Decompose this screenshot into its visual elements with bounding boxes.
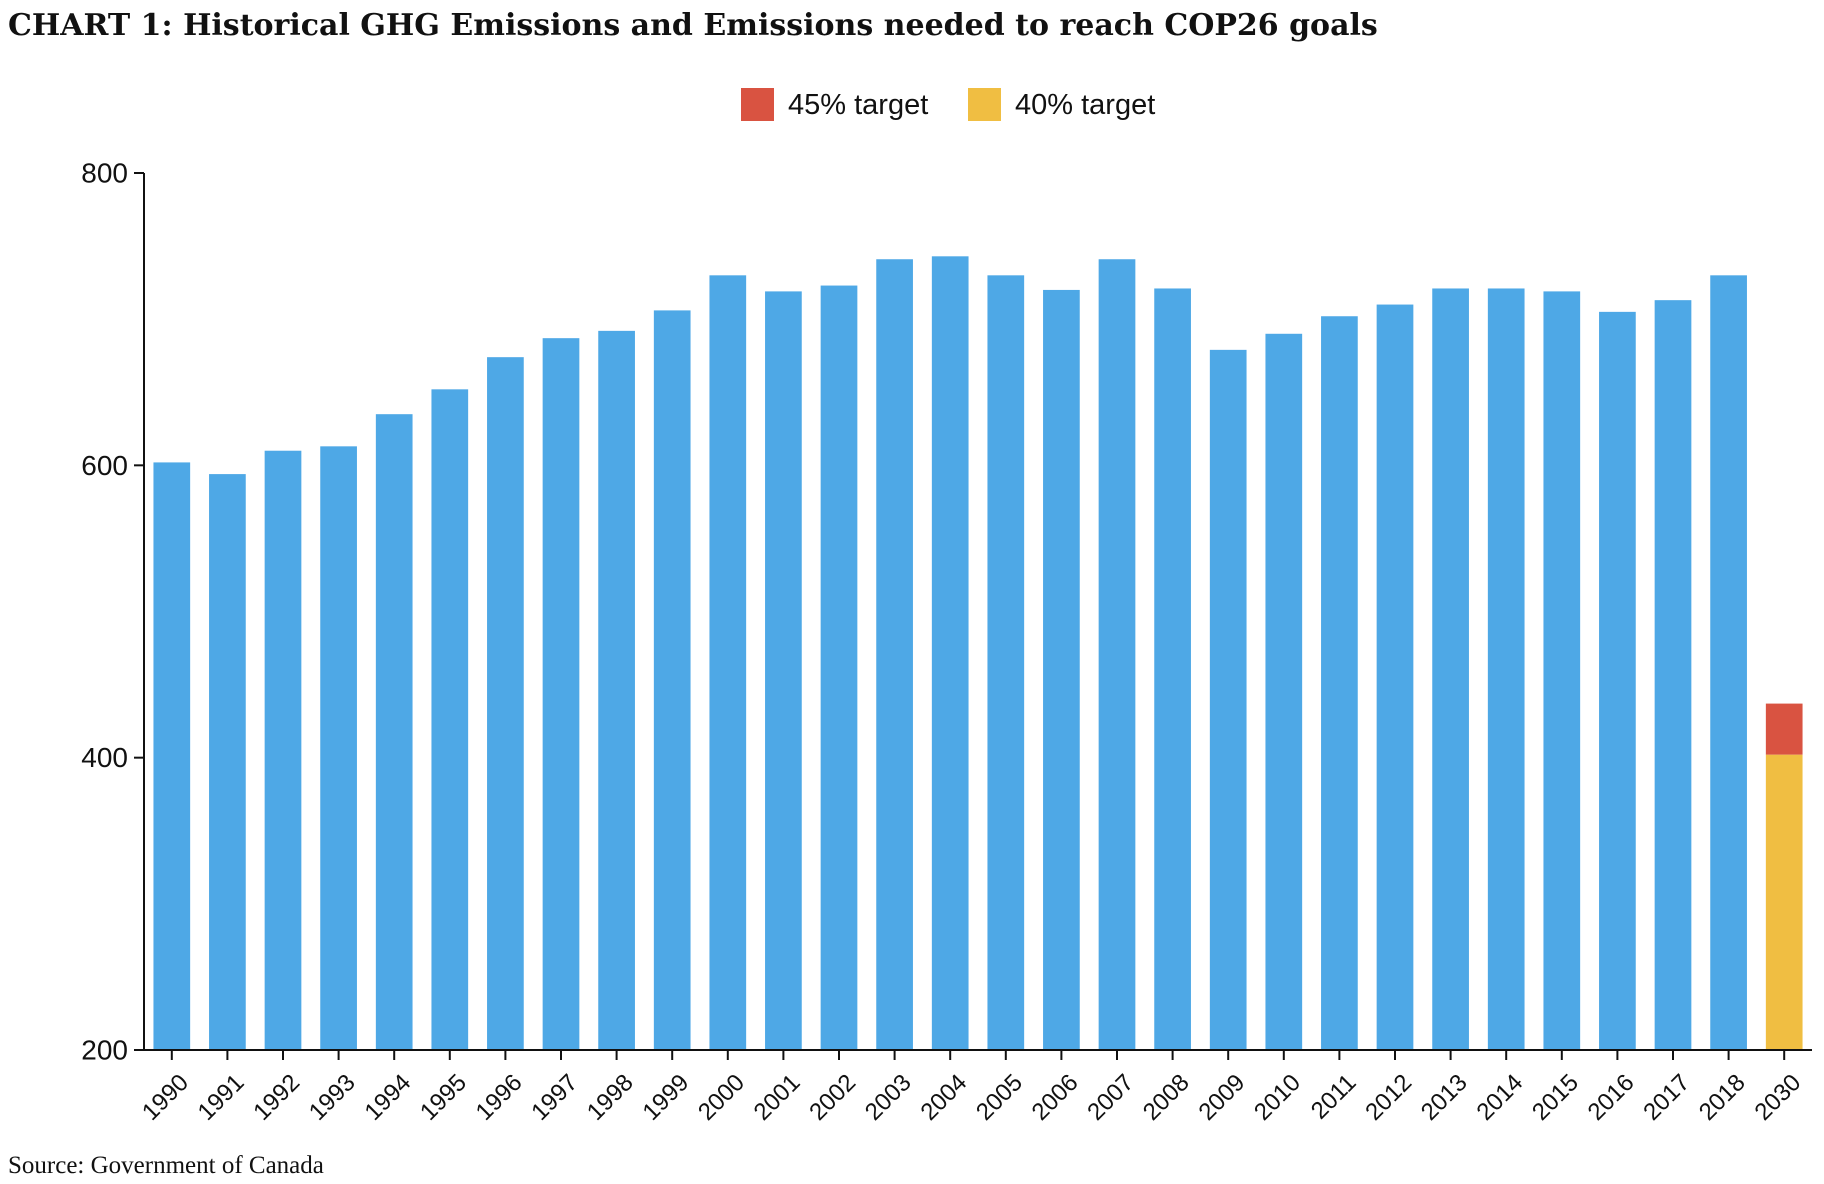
chart-source: Source: Government of Canada [8, 1152, 324, 1179]
x-tick-label-1991: 1991 [193, 1069, 250, 1126]
legend: 45% target 40% target [741, 88, 1155, 121]
bar-2012 [1376, 304, 1414, 1050]
bars-group [153, 256, 1803, 1051]
bar-2014 [1487, 288, 1525, 1051]
bar-1998 [598, 330, 635, 1050]
x-tick-label-1998: 1998 [582, 1069, 639, 1126]
x-tick-label-1996: 1996 [471, 1069, 528, 1126]
bar-1994 [375, 414, 413, 1050]
x-tick-label-2017: 2017 [1638, 1069, 1695, 1126]
x-tick-label-2018: 2018 [1694, 1069, 1751, 1126]
bar-2030-45-target [1765, 703, 1803, 755]
x-tick-label-2001: 2001 [749, 1069, 806, 1126]
x-tick-label-2009: 2009 [1193, 1069, 1250, 1126]
bar-2007 [1098, 259, 1136, 1050]
x-tick-label-1992: 1992 [248, 1069, 305, 1126]
bar-1992 [264, 450, 302, 1051]
x-tick-label-2008: 2008 [1138, 1069, 1195, 1126]
bar-2006 [1043, 289, 1080, 1050]
x-tick-label-2007: 2007 [1082, 1069, 1139, 1126]
y-tick-label-400: 400 [81, 742, 128, 773]
bar-2001 [765, 291, 802, 1050]
legend-swatch-45-target [741, 88, 774, 121]
bar-2002 [820, 285, 858, 1050]
bar-2030-40-target [1765, 754, 1803, 1050]
bar-2013 [1432, 288, 1469, 1051]
x-tick-label-2030: 2030 [1749, 1069, 1806, 1126]
x-tick-label-2014: 2014 [1471, 1069, 1528, 1126]
legend-label-40-target: 40% target [1015, 89, 1155, 121]
x-tick-label-2015: 2015 [1527, 1069, 1584, 1126]
bar-2016 [1599, 311, 1636, 1050]
y-tick-label-800: 800 [81, 158, 128, 189]
x-tick-label-2006: 2006 [1027, 1069, 1084, 1126]
bar-2011 [1321, 316, 1358, 1050]
bar-2010 [1265, 333, 1303, 1050]
x-tick-label-2000: 2000 [693, 1069, 750, 1126]
x-tick-label-1997: 1997 [526, 1069, 583, 1126]
chart-title: CHART 1: Historical GHG Emissions and Em… [8, 8, 1378, 43]
x-tick-label-2003: 2003 [860, 1069, 917, 1126]
bar-2000 [709, 275, 747, 1050]
x-tick-label-2005: 2005 [971, 1069, 1028, 1126]
x-tick-label-2010: 2010 [1249, 1069, 1306, 1126]
bar-1991 [209, 474, 246, 1051]
x-tick-label-2016: 2016 [1583, 1069, 1640, 1126]
bar-2018 [1710, 275, 1747, 1050]
x-tick-label-1995: 1995 [415, 1069, 472, 1126]
x-tick-label-2011: 2011 [1306, 1069, 1362, 1125]
legend-swatch-40-target [968, 88, 1001, 121]
x-tick-label-1994: 1994 [359, 1069, 416, 1126]
bar-1996 [487, 357, 524, 1050]
bar-2015 [1543, 291, 1581, 1050]
x-tick-label-1990: 1990 [137, 1069, 194, 1126]
x-tick-label-2012: 2012 [1360, 1069, 1417, 1126]
bar-1995 [431, 389, 469, 1051]
y-tick-label-200: 200 [81, 1035, 128, 1066]
bar-2004 [931, 256, 969, 1050]
bar-2009 [1209, 349, 1247, 1050]
bar-1997 [542, 338, 580, 1050]
x-tick-label-2004: 2004 [915, 1069, 972, 1126]
legend-label-45-target: 45% target [788, 89, 928, 121]
x-tick-label-2013: 2013 [1416, 1069, 1473, 1126]
bar-2003 [876, 259, 913, 1050]
x-tick-label-1993: 1993 [304, 1069, 361, 1126]
bar-2017 [1654, 300, 1692, 1050]
bar-1993 [320, 446, 357, 1051]
x-tick-label-1999: 1999 [637, 1069, 694, 1126]
y-tick-label-600: 600 [81, 450, 128, 481]
bar-1990 [153, 462, 191, 1050]
bar-2005 [987, 275, 1025, 1050]
bar-1999 [653, 310, 691, 1050]
bar-2008 [1154, 288, 1191, 1051]
x-tick-label-2002: 2002 [804, 1069, 861, 1126]
